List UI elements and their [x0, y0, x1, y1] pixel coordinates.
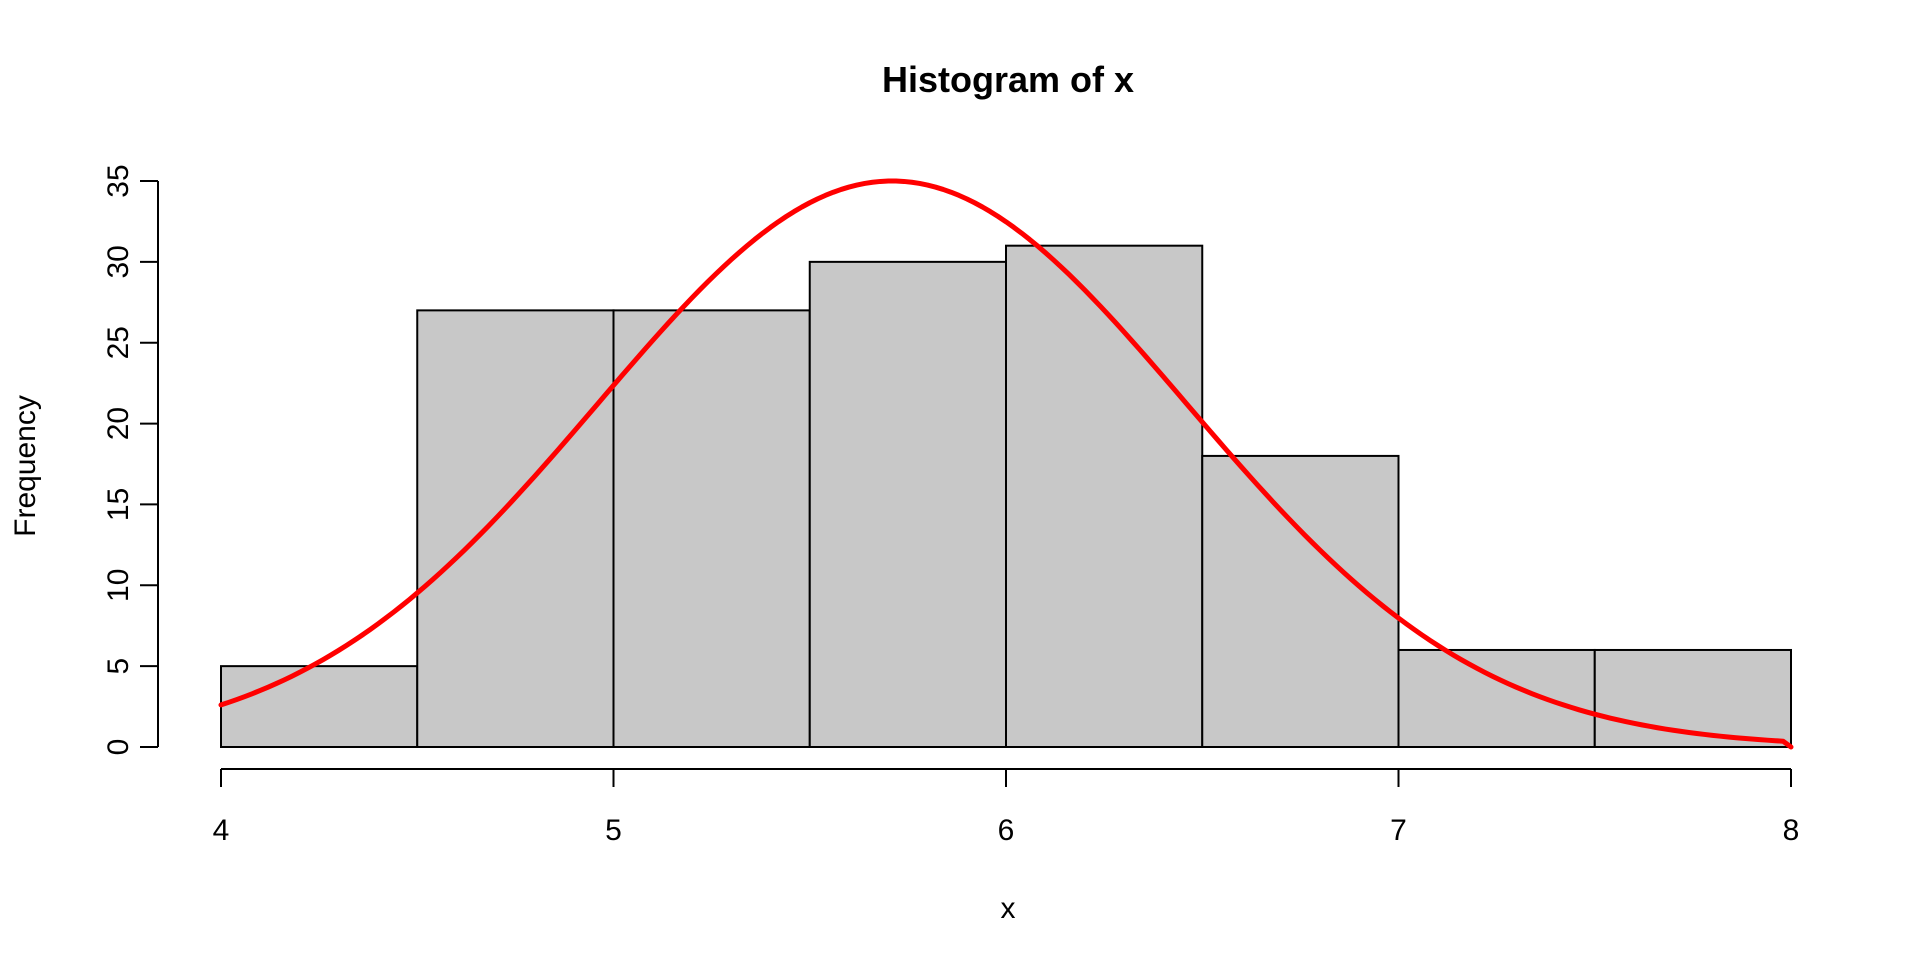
y-axis: 0 5 10 15 20 25 30 35 [102, 164, 159, 756]
y-axis-label: Frequency [9, 395, 42, 537]
chart-title: Histogram of x [882, 59, 1134, 100]
histogram-bar [220, 665, 419, 749]
y-tick-label: 0 [102, 739, 135, 756]
y-tick-label: 10 [102, 569, 135, 602]
histogram-bar [1397, 648, 1596, 749]
histogram-bar [1005, 244, 1204, 749]
y-tick-label: 20 [102, 407, 135, 440]
x-tick-label: 6 [998, 814, 1015, 847]
histogram-bar [808, 260, 1007, 748]
x-tick-label: 5 [605, 814, 622, 847]
y-tick-label: 15 [102, 488, 135, 521]
y-tick-label: 25 [102, 326, 135, 359]
x-axis-label: x [1001, 892, 1016, 925]
histogram-bar [612, 309, 811, 748]
x-tick-label: 4 [213, 814, 230, 847]
histogram-bars [220, 244, 1792, 749]
x-tick-label: 7 [1390, 814, 1407, 847]
x-axis: 4 5 6 7 8 [213, 768, 1800, 847]
x-tick-label: 8 [1783, 814, 1800, 847]
y-tick-label: 30 [102, 245, 135, 278]
histogram-bar [1201, 454, 1400, 748]
y-tick-label: 5 [102, 658, 135, 675]
y-tick-label: 35 [102, 164, 135, 197]
histogram-bar [416, 309, 615, 748]
density-curve [218, 178, 1794, 750]
